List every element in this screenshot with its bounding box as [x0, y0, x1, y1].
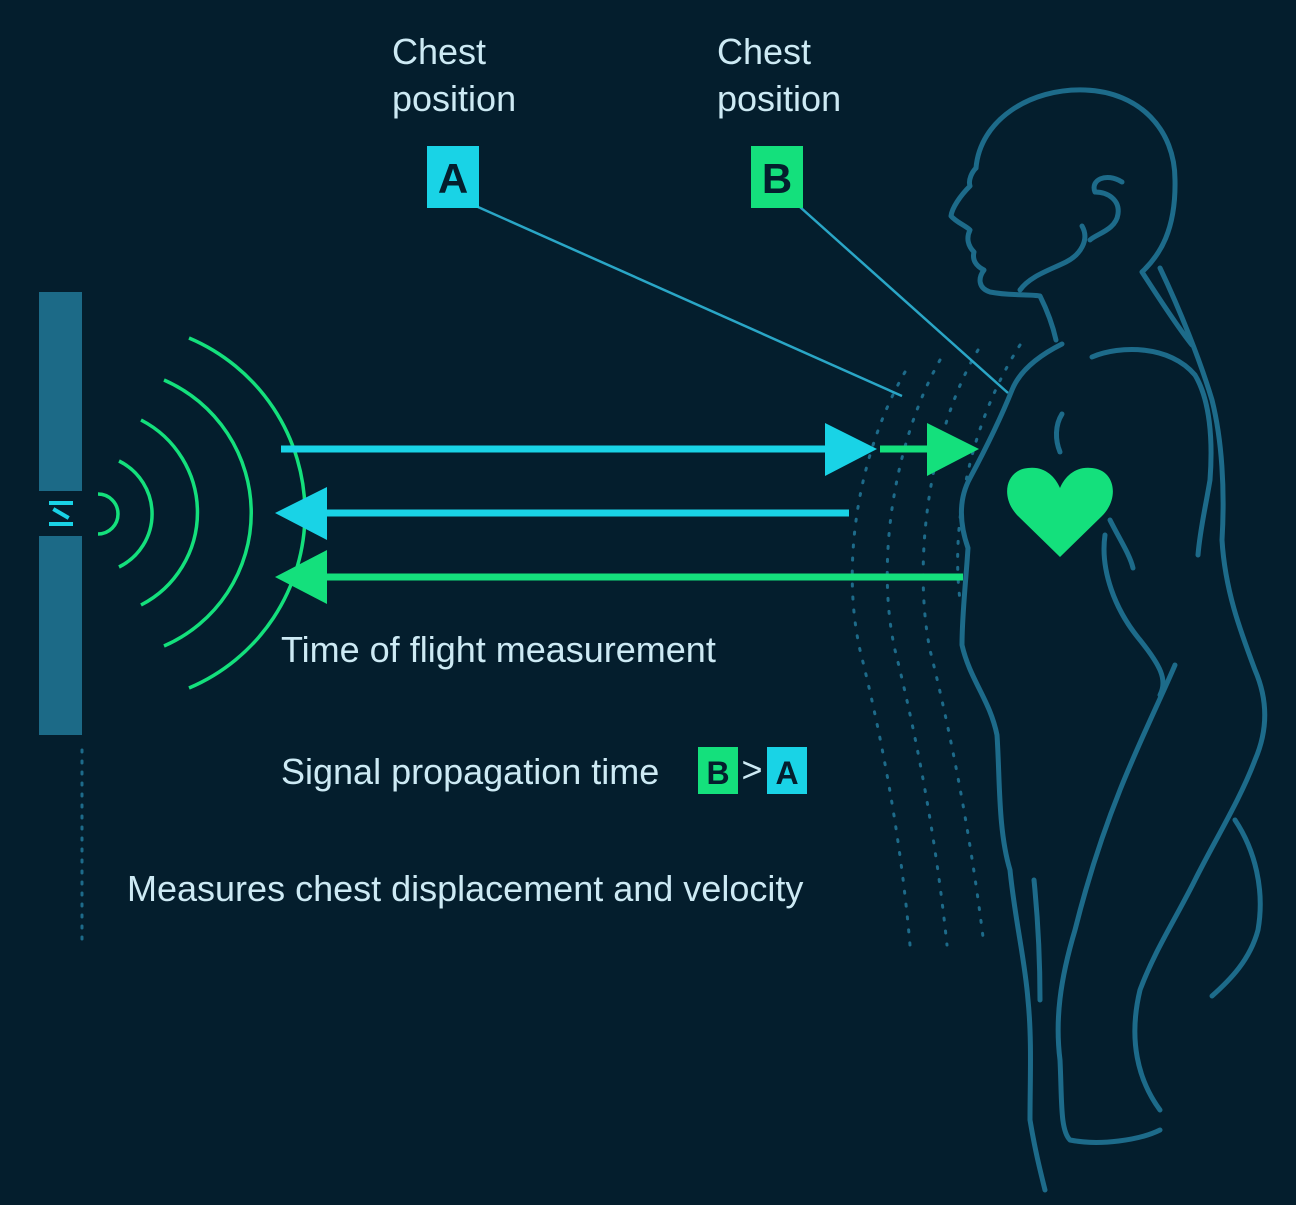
front-outline	[959, 341, 1065, 1193]
sensor-icon	[49, 501, 73, 526]
pointer-line-a	[477, 205, 903, 398]
arrow-out-b-head	[927, 423, 979, 476]
back-outline	[1132, 265, 1268, 1113]
time-of-flight-label: Time of flight measurement	[281, 629, 716, 670]
chest-b-label-line2: position	[717, 78, 841, 119]
heart-icon	[1007, 467, 1113, 557]
wave-1	[97, 492, 120, 536]
measures-label: Measures chest displacement and velocity	[127, 868, 803, 909]
hip-outline	[1209, 817, 1263, 999]
leg-line	[1031, 877, 1043, 1003]
badge-a: A	[427, 146, 479, 208]
badge-a-text: A	[438, 155, 468, 202]
face-outline	[948, 165, 1059, 343]
forearm-outline	[1055, 662, 1178, 1145]
chest-reflection-dots	[850, 343, 1022, 947]
jaw-line	[1017, 223, 1088, 293]
chest-a-label-line1: Chest	[392, 31, 486, 72]
propagation-label: Signal propagation time	[281, 751, 659, 792]
wave-3	[140, 418, 200, 607]
arrow-out-a-head	[825, 423, 877, 476]
arm-outline	[1089, 347, 1214, 558]
signal-arrows	[275, 423, 979, 604]
propagation-badge-b-text: B	[706, 755, 729, 791]
badge-b: B	[751, 146, 803, 208]
arrow-return-a-head	[275, 487, 327, 540]
propagation-badge-a-text: A	[775, 755, 798, 791]
wave-2	[118, 459, 154, 569]
arrow-return-b-head	[275, 550, 327, 604]
person-silhouette-icon	[948, 87, 1268, 1193]
propagation-badge-a: A	[767, 747, 807, 794]
badge-b-text: B	[762, 155, 792, 202]
chest-curve	[1054, 411, 1065, 455]
emitted-waves	[97, 336, 307, 690]
arm-inner	[1101, 532, 1166, 698]
wave-4	[163, 378, 253, 648]
radar-sensor	[39, 292, 84, 947]
propagation-badge-b: B	[698, 747, 738, 794]
chest-b-label-line1: Chest	[717, 31, 811, 72]
propagation-gt: >	[741, 749, 762, 790]
pointer-line-b	[799, 206, 1009, 394]
chest-a-label-line2: position	[392, 78, 516, 119]
ear-outline	[1087, 175, 1125, 243]
torso-detail	[1107, 517, 1136, 571]
head-outline	[973, 87, 1195, 348]
